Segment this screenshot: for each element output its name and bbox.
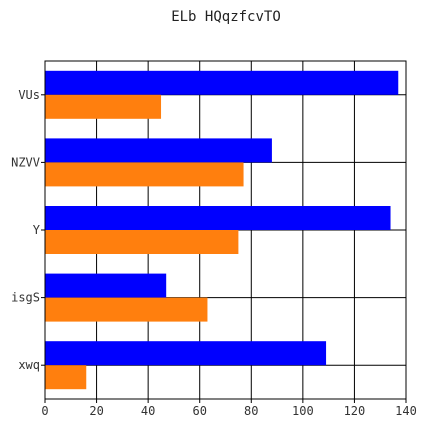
bar xyxy=(45,365,87,390)
x-tick-label: 0 xyxy=(41,404,48,418)
bars xyxy=(45,70,399,390)
x-tick-label: 100 xyxy=(292,404,314,418)
x-tick-label: 120 xyxy=(344,404,366,418)
bar xyxy=(45,341,327,366)
y-tick-label: Y xyxy=(33,223,41,237)
bar xyxy=(45,230,239,254)
x-tick-label: 40 xyxy=(141,404,155,418)
bar xyxy=(45,297,208,322)
bar xyxy=(45,206,391,230)
x-tick-label: 60 xyxy=(192,404,206,418)
chart-title: ELb HQqzfcvTO xyxy=(171,9,281,25)
x-tick-label: 80 xyxy=(244,404,258,418)
y-tick-label: VUs xyxy=(18,88,40,102)
bar xyxy=(45,138,272,163)
y-tick-label: xwq xyxy=(18,358,40,372)
x-tick-label: 140 xyxy=(395,404,417,418)
y-tick-label: isgS xyxy=(11,291,40,305)
bar xyxy=(45,273,167,298)
bar xyxy=(45,94,162,119)
y-tick-label: NZVV xyxy=(11,155,40,169)
bar xyxy=(45,70,399,95)
x-axis-ticks: 0 20 40 60 80 100 120 140 xyxy=(41,399,417,418)
x-tick-label: 20 xyxy=(89,404,103,418)
bar xyxy=(45,162,244,187)
